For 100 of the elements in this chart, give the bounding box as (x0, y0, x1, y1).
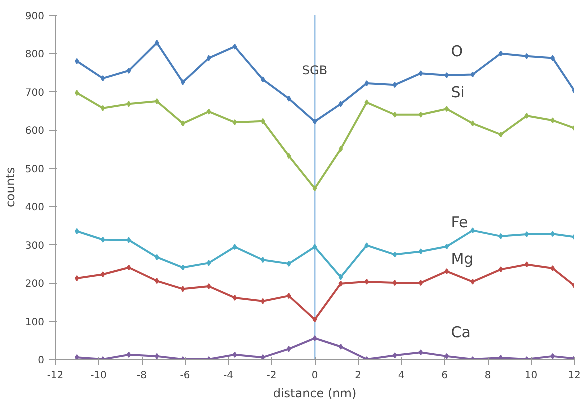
series-label: Ca (451, 323, 471, 342)
point (260, 354, 266, 360)
point (392, 112, 398, 118)
point (444, 244, 450, 250)
x-tick-label: 10 (524, 370, 538, 382)
point (498, 266, 504, 273)
point (100, 76, 106, 82)
x-tick-label: 12 (568, 370, 581, 382)
point (232, 294, 238, 301)
point (154, 278, 160, 284)
point (312, 118, 318, 125)
point (154, 353, 160, 360)
y-tick-label: 400 (25, 202, 45, 214)
point (286, 293, 292, 300)
point (498, 132, 504, 138)
point (418, 248, 424, 255)
x-tick-label: -12 (47, 370, 64, 382)
point (260, 257, 266, 264)
point (498, 233, 504, 240)
point (180, 264, 186, 271)
point (312, 186, 318, 192)
x-tick-label: 4 (398, 370, 405, 382)
point (524, 113, 530, 120)
y-tick-label: 700 (25, 88, 45, 99)
point (286, 153, 292, 160)
point (206, 260, 212, 266)
x-tick-label: -2 (266, 370, 277, 382)
point (100, 105, 106, 112)
point (418, 112, 424, 118)
point (260, 298, 266, 304)
point (470, 278, 476, 285)
point (100, 272, 106, 278)
x-axis-title: distance (nm) (273, 386, 357, 400)
point (180, 79, 186, 86)
point (312, 335, 318, 342)
point (74, 354, 80, 360)
y-tick-label: 800 (25, 50, 45, 61)
x-tick-label: -6 (180, 370, 190, 382)
point (154, 98, 160, 104)
point (260, 76, 266, 83)
y-axis-title: counts (3, 167, 18, 208)
x-tick-label: 6 (442, 370, 448, 382)
y-tick-label: 0 (38, 356, 45, 366)
point (550, 55, 556, 62)
y-tick-label: 200 (25, 279, 45, 290)
x-tick-label: -4 (224, 370, 234, 382)
x-tick-label: 8 (484, 370, 492, 382)
series-label: Fe (451, 214, 468, 232)
series-label: Si (451, 83, 465, 102)
point (154, 254, 160, 260)
point (232, 120, 238, 126)
point (392, 252, 398, 258)
point (550, 353, 556, 360)
point (338, 344, 344, 350)
point (286, 346, 292, 352)
point (126, 352, 132, 358)
point (498, 50, 504, 57)
point (550, 266, 556, 272)
point (286, 96, 292, 102)
point (74, 90, 80, 96)
point (418, 280, 424, 286)
point (206, 283, 212, 290)
y-tick-label: 100 (25, 317, 45, 328)
point (206, 55, 212, 62)
y-tick-label: 900 (25, 12, 45, 22)
ref-line-label: SGB (302, 63, 328, 78)
point (312, 316, 318, 323)
point (392, 280, 398, 286)
point (524, 262, 530, 268)
point (444, 353, 450, 360)
x-tick-label: -10 (90, 370, 107, 382)
x-tick-label: 2 (355, 370, 362, 382)
point (392, 82, 398, 88)
point (232, 44, 238, 50)
point (232, 244, 238, 250)
point (364, 100, 370, 106)
x-tick-label: 0 (312, 370, 318, 382)
point (154, 40, 160, 46)
point (286, 260, 292, 267)
point (126, 101, 132, 108)
point (470, 72, 476, 78)
point (338, 280, 344, 287)
x-tick-label: -8 (137, 370, 147, 382)
point (74, 58, 80, 64)
point (74, 228, 80, 234)
point (364, 80, 370, 87)
point (392, 352, 398, 359)
series-label: Mg (451, 250, 474, 268)
point (444, 106, 450, 112)
point (126, 237, 132, 244)
y-tick-label: 600 (25, 126, 45, 138)
point (338, 146, 344, 152)
point (338, 101, 344, 108)
point (180, 120, 186, 127)
point (312, 244, 318, 250)
y-tick-label: 500 (25, 164, 45, 176)
point (126, 68, 132, 74)
point (444, 268, 450, 275)
point (338, 274, 344, 280)
point (232, 352, 238, 358)
